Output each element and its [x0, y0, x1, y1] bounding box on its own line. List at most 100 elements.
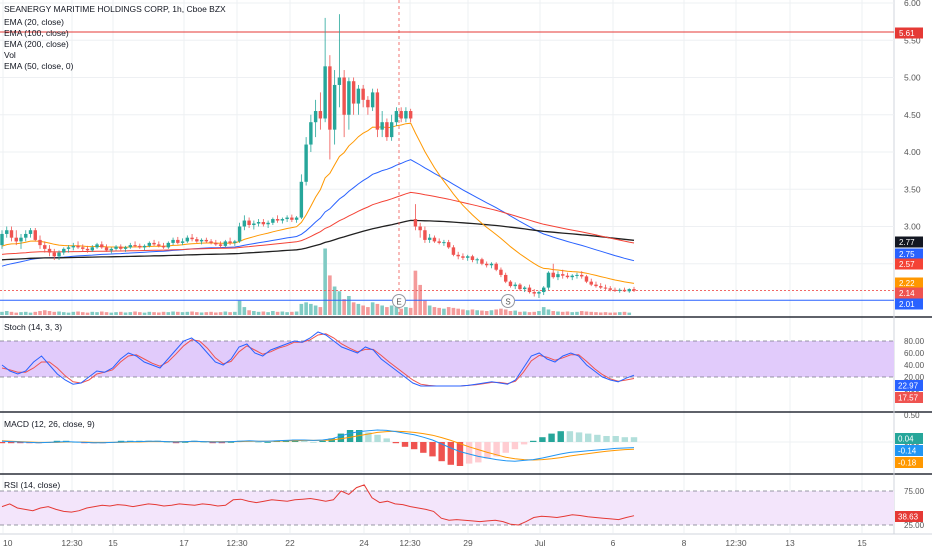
event-marker[interactable] [392, 294, 406, 308]
candle-body [356, 88, 361, 104]
candle-body [199, 239, 204, 242]
macd-histogram-bar [319, 440, 326, 442]
rsi-line [1, 484, 635, 526]
event-marker-label: S [505, 298, 510, 307]
volume-bar [66, 312, 71, 315]
macd-histogram-bar [429, 442, 436, 457]
candle-body [451, 247, 456, 255]
volume-bar [470, 309, 475, 315]
price-label-badge [895, 298, 923, 310]
candle-body [256, 222, 261, 224]
time-axis-label: 15 [108, 538, 118, 548]
volume-bar [190, 311, 194, 315]
event-marker[interactable] [501, 294, 515, 308]
volume-bar [19, 312, 23, 315]
volume-bar [271, 311, 275, 315]
candle-body [152, 242, 156, 245]
volume-bar [446, 307, 451, 315]
volume-bar [503, 309, 508, 315]
candle-body [28, 230, 33, 234]
candle-body [109, 248, 114, 251]
macd-histogram-bar [557, 431, 564, 442]
macd-histogram-bar [475, 442, 482, 463]
candle-body [33, 230, 37, 240]
volume-bar [147, 311, 152, 315]
time-axis-label: 15 [857, 538, 867, 548]
candle-body [480, 259, 484, 264]
candle-body [427, 237, 432, 240]
macd-histogram-bar [282, 440, 290, 442]
rsi-axis-label: 75.00 [904, 487, 925, 496]
price-label-badge [895, 287, 923, 299]
volume-bar [76, 311, 80, 315]
candle-body [233, 241, 237, 243]
macd-histogram-bar [447, 442, 455, 465]
volume-bar [252, 311, 256, 315]
volume-bar [465, 310, 470, 315]
candle-body [123, 247, 128, 249]
candle-body [166, 242, 171, 248]
volume-bar [4, 311, 9, 315]
candle-body [185, 237, 190, 242]
candle-body [14, 237, 18, 242]
macd-value: -0.14 [898, 447, 917, 456]
time-axis-label: 6 [611, 538, 616, 548]
volume-bar [266, 312, 270, 315]
price-label-value: 2.57 [899, 260, 915, 269]
candle-body [542, 287, 546, 293]
candle-body [465, 256, 470, 258]
volume-bar [218, 312, 223, 315]
candle-body [546, 272, 551, 288]
volume-bar [85, 312, 90, 315]
candle-body [418, 226, 422, 231]
candle-body [423, 230, 427, 240]
volume-bar [342, 299, 346, 315]
price-label-value: 5.61 [899, 29, 915, 38]
macd-histogram-bar [365, 432, 372, 442]
volume-bar [475, 310, 479, 315]
candle-body [618, 289, 622, 291]
volume-bar [204, 312, 209, 315]
candle-body [133, 245, 137, 247]
volume-bar [494, 309, 499, 315]
candle-body [71, 245, 75, 248]
candle-body [313, 111, 318, 123]
candle-body [556, 274, 560, 278]
candle-body [76, 245, 80, 248]
volume-bar [23, 311, 28, 315]
candle-body [52, 252, 56, 257]
candle-body [204, 239, 209, 242]
candle-body [57, 252, 61, 257]
candle-body [294, 217, 299, 220]
candle-body [275, 219, 280, 221]
volume-bar [598, 312, 603, 315]
volume-bar [33, 311, 38, 315]
macd-value-badge [895, 457, 923, 468]
volume-bar [380, 305, 384, 315]
candle-body [66, 247, 71, 249]
stoch-d-badge [895, 392, 923, 403]
candle-body [532, 292, 536, 294]
volume-bar [484, 311, 489, 315]
candle-body [280, 219, 285, 221]
macd-histogram-bar [530, 440, 537, 442]
time-axis-label: 12:30 [399, 538, 421, 548]
price-label-badge [895, 258, 923, 270]
candle-body [223, 241, 228, 246]
volume-bar [617, 312, 622, 315]
volume-bar [385, 307, 389, 315]
macd-histogram-bar [612, 436, 619, 442]
candle-body [176, 239, 180, 243]
macd-histogram-bar [172, 442, 180, 444]
volume-bar [95, 312, 99, 315]
volume-bar [356, 303, 361, 315]
candle-body [47, 248, 52, 253]
volume-bar [456, 308, 460, 315]
candle-body [266, 222, 270, 225]
candle-body [599, 286, 603, 288]
candle-body [323, 66, 327, 119]
candle-body [38, 239, 42, 246]
candle-body [180, 241, 185, 243]
